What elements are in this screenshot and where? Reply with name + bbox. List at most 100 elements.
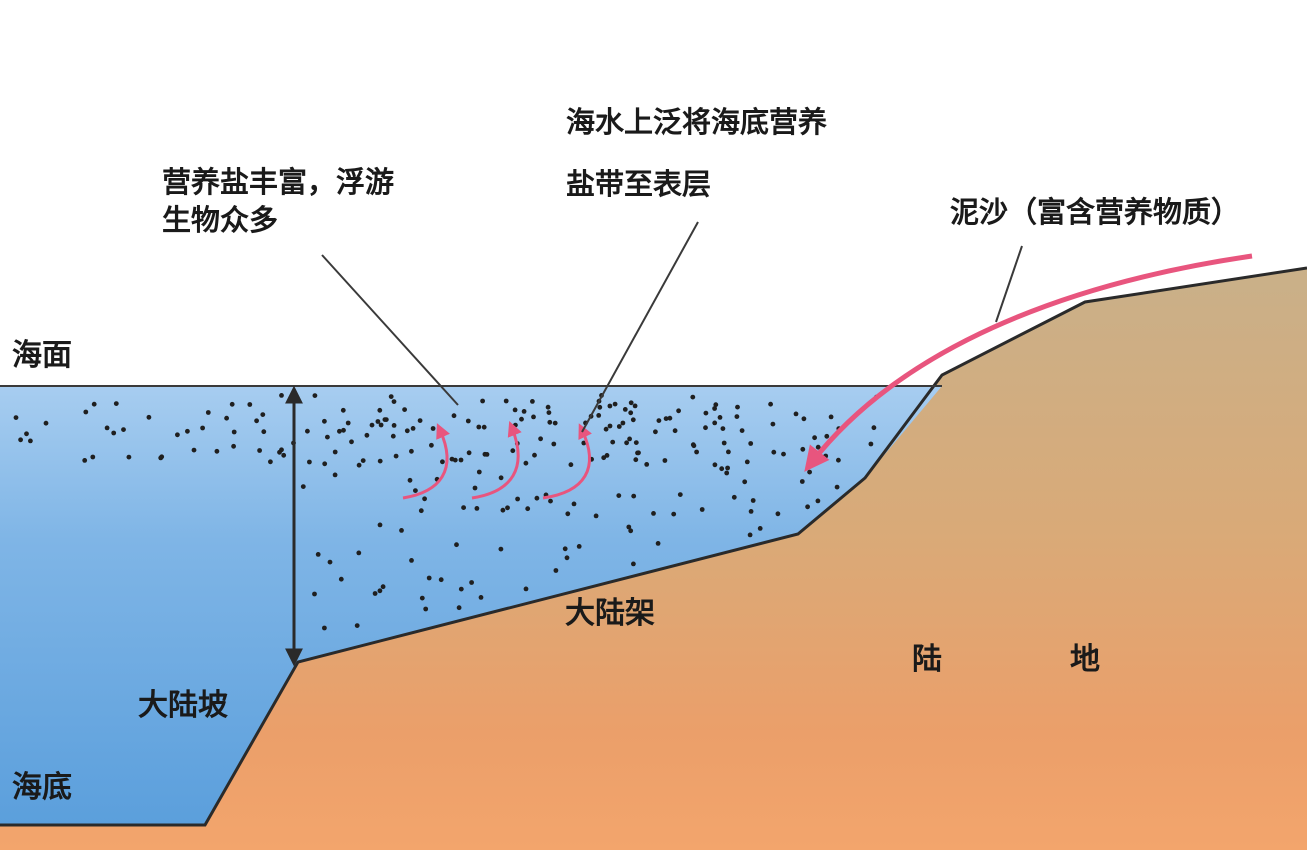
land-label-left: 陆	[912, 642, 942, 677]
plankton-dot	[423, 606, 429, 612]
plankton-dot	[530, 399, 535, 404]
plankton-dot	[834, 484, 840, 490]
plankton-dot	[667, 415, 673, 421]
sea-surface-label: 海面	[12, 338, 72, 373]
plankton-dot	[562, 546, 568, 552]
plankton-dot	[632, 403, 638, 409]
plankton-dot	[257, 448, 262, 453]
plankton-dot	[748, 509, 754, 514]
upwelling-caption-line1: 海水上泛将海底营养	[566, 105, 828, 139]
plankton-dot	[454, 542, 459, 548]
plankton-dot	[305, 428, 310, 434]
plankton-dot	[422, 496, 427, 502]
plankton-dot	[18, 437, 23, 443]
upwelling-arrow-icon	[471, 421, 522, 500]
plankton-dot	[126, 454, 132, 460]
plankton-dot	[191, 447, 197, 453]
plankton-dot	[519, 416, 524, 422]
plankton-dot	[260, 412, 266, 417]
plankton-dot	[340, 407, 346, 413]
plankton-dot	[538, 436, 543, 442]
plankton-dot	[662, 458, 668, 463]
plankton-dot	[229, 401, 235, 407]
plankton-dot	[121, 427, 126, 432]
plankton-dot	[719, 466, 725, 472]
plankton-dot	[612, 401, 618, 407]
plankton-dot	[824, 433, 830, 439]
plankton-dot	[742, 479, 748, 485]
plankton-dot	[247, 402, 253, 407]
plankton-dot	[691, 443, 697, 449]
plankton-dot	[372, 591, 378, 596]
plankton-dot	[593, 513, 599, 519]
plankton-dot	[551, 441, 557, 447]
plankton-dot	[545, 404, 551, 410]
plankton-caption-line2: 生物众多	[162, 203, 279, 237]
plankton-dot	[476, 424, 482, 430]
plankton-dot	[440, 459, 445, 465]
plankton-dot	[469, 580, 474, 585]
plankton-dot	[868, 441, 874, 447]
upwelling-arrow-icon	[402, 423, 450, 500]
plankton-dot	[720, 426, 726, 431]
plankton-dot	[601, 455, 607, 461]
plankton-dot	[513, 422, 518, 428]
plankton-dot	[13, 415, 19, 420]
plankton-dot	[775, 511, 781, 517]
plankton-dot	[531, 414, 536, 420]
plankton-dot	[724, 470, 730, 476]
plankton-dot	[474, 506, 480, 511]
plankton-dot	[268, 459, 273, 465]
plankton-dot	[322, 418, 327, 424]
plankton-dot	[603, 426, 609, 432]
plankton-dot	[805, 504, 810, 510]
plankton-dot	[505, 505, 510, 511]
plankton-dot	[322, 461, 328, 467]
plankton-dot	[356, 550, 362, 556]
plankton-dot	[655, 541, 661, 546]
plankton-dot	[476, 469, 482, 475]
plankton-dot	[484, 452, 490, 457]
plankton-dot	[200, 425, 206, 431]
plankton-dot	[636, 450, 641, 456]
plankton-dot	[410, 426, 416, 431]
plankton-dot	[534, 495, 540, 501]
upwelling-arrow-icon	[542, 423, 592, 500]
plankton-dot	[626, 524, 632, 530]
plankton-dot	[82, 458, 88, 463]
plankton-dot	[281, 452, 287, 458]
plankton-dot	[417, 418, 423, 423]
plankton-dot	[399, 528, 404, 533]
plankton-dot	[547, 419, 553, 425]
plankton-dot	[597, 404, 603, 410]
plankton-dot	[500, 507, 506, 513]
plankton-dot	[429, 442, 434, 448]
plankton-dot	[380, 584, 386, 590]
plankton-dot	[91, 401, 97, 407]
plankton-dot	[391, 423, 397, 428]
plankton-dot	[409, 558, 414, 563]
plankton-dot	[717, 415, 723, 420]
upwelling-caption-line2: 盐带至表层	[566, 167, 712, 201]
plankton-dot	[627, 436, 632, 442]
plankton-dot	[644, 462, 650, 467]
plankton-dot	[356, 462, 362, 468]
plankton-dot	[770, 421, 776, 427]
plankton-dot	[377, 458, 383, 464]
plankton-dot	[28, 438, 33, 444]
plankton-dot	[407, 477, 413, 483]
plankton-dot	[481, 424, 487, 430]
land-area	[0, 268, 1307, 850]
plankton-dot	[111, 430, 117, 436]
plankton-dot	[565, 511, 571, 517]
plankton-dot	[279, 393, 284, 398]
plankton-dot	[341, 427, 346, 433]
plankton-dot	[338, 576, 344, 582]
plankton-dot	[472, 485, 478, 491]
plankton-dot	[757, 526, 763, 531]
plankton-dot	[731, 494, 737, 500]
plankton-dot	[512, 407, 518, 413]
plankton-dot	[377, 407, 383, 413]
plankton-leader-line	[321, 254, 459, 406]
plankton-dot	[254, 418, 259, 424]
